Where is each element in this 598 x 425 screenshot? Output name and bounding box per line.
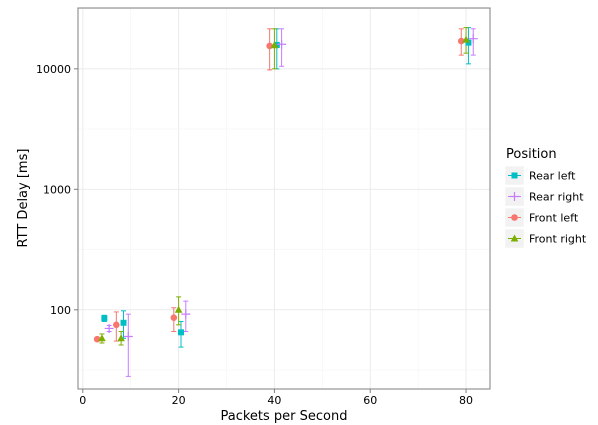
x-axis-title: Packets per Second [220, 409, 347, 424]
legend: Position Rear left Rear right Front left Fr… [504, 147, 587, 249]
data-point [120, 319, 127, 326]
data-point [178, 329, 184, 336]
data-point [101, 315, 108, 322]
data-point [273, 41, 280, 48]
legend-key-marker [511, 214, 518, 221]
y-axis-title: RTT Delay [ms] [16, 149, 31, 248]
grid [78, 8, 490, 389]
legend-label: Front right [529, 233, 587, 246]
legend-label: Front left [529, 212, 579, 225]
error-bars [94, 27, 476, 377]
x-tick-label: 40 [267, 394, 281, 407]
legend-item: Rear left [504, 165, 576, 186]
plot-background [78, 8, 490, 389]
y-tick-label: 100 [50, 304, 71, 317]
legend-key-marker [511, 172, 518, 179]
data-point [170, 314, 178, 321]
legend-title: Position [506, 147, 557, 162]
y-tick-label: 1000 [43, 183, 71, 196]
legend-item: Front right [504, 228, 587, 249]
legend-item: Rear right [504, 186, 584, 207]
x-tick-label: 0 [79, 394, 86, 407]
data-point [104, 323, 114, 333]
data-point [462, 35, 470, 43]
plot-border [77, 7, 491, 390]
legend-items: Rear left Rear right Front left Front right [504, 165, 587, 249]
x-tick-label: 80 [459, 394, 473, 407]
legend-item: Front left [504, 207, 579, 228]
data-point [468, 34, 478, 44]
data-point [270, 41, 279, 49]
y-tick-label: 10000 [36, 63, 71, 76]
x-tick-label: 60 [363, 394, 377, 407]
x-axis-ticks: 0 20 40 60 80 [79, 389, 473, 407]
y-axis-ticks: 100 1000 10000 [36, 63, 78, 317]
data-point [465, 39, 472, 46]
x-tick-label: 20 [172, 394, 186, 407]
data-point [113, 321, 120, 329]
legend-key-marker [510, 234, 519, 242]
data-point [117, 334, 125, 342]
data-point [174, 305, 183, 313]
data-point [98, 334, 106, 342]
data-points [93, 34, 478, 343]
legend-label: Rear left [529, 170, 576, 183]
legend-key-marker [510, 192, 519, 201]
legend-label: Rear right [529, 191, 584, 204]
data-point [457, 37, 465, 45]
data-point [277, 39, 287, 49]
data-point [181, 309, 191, 319]
data-point [123, 332, 133, 342]
